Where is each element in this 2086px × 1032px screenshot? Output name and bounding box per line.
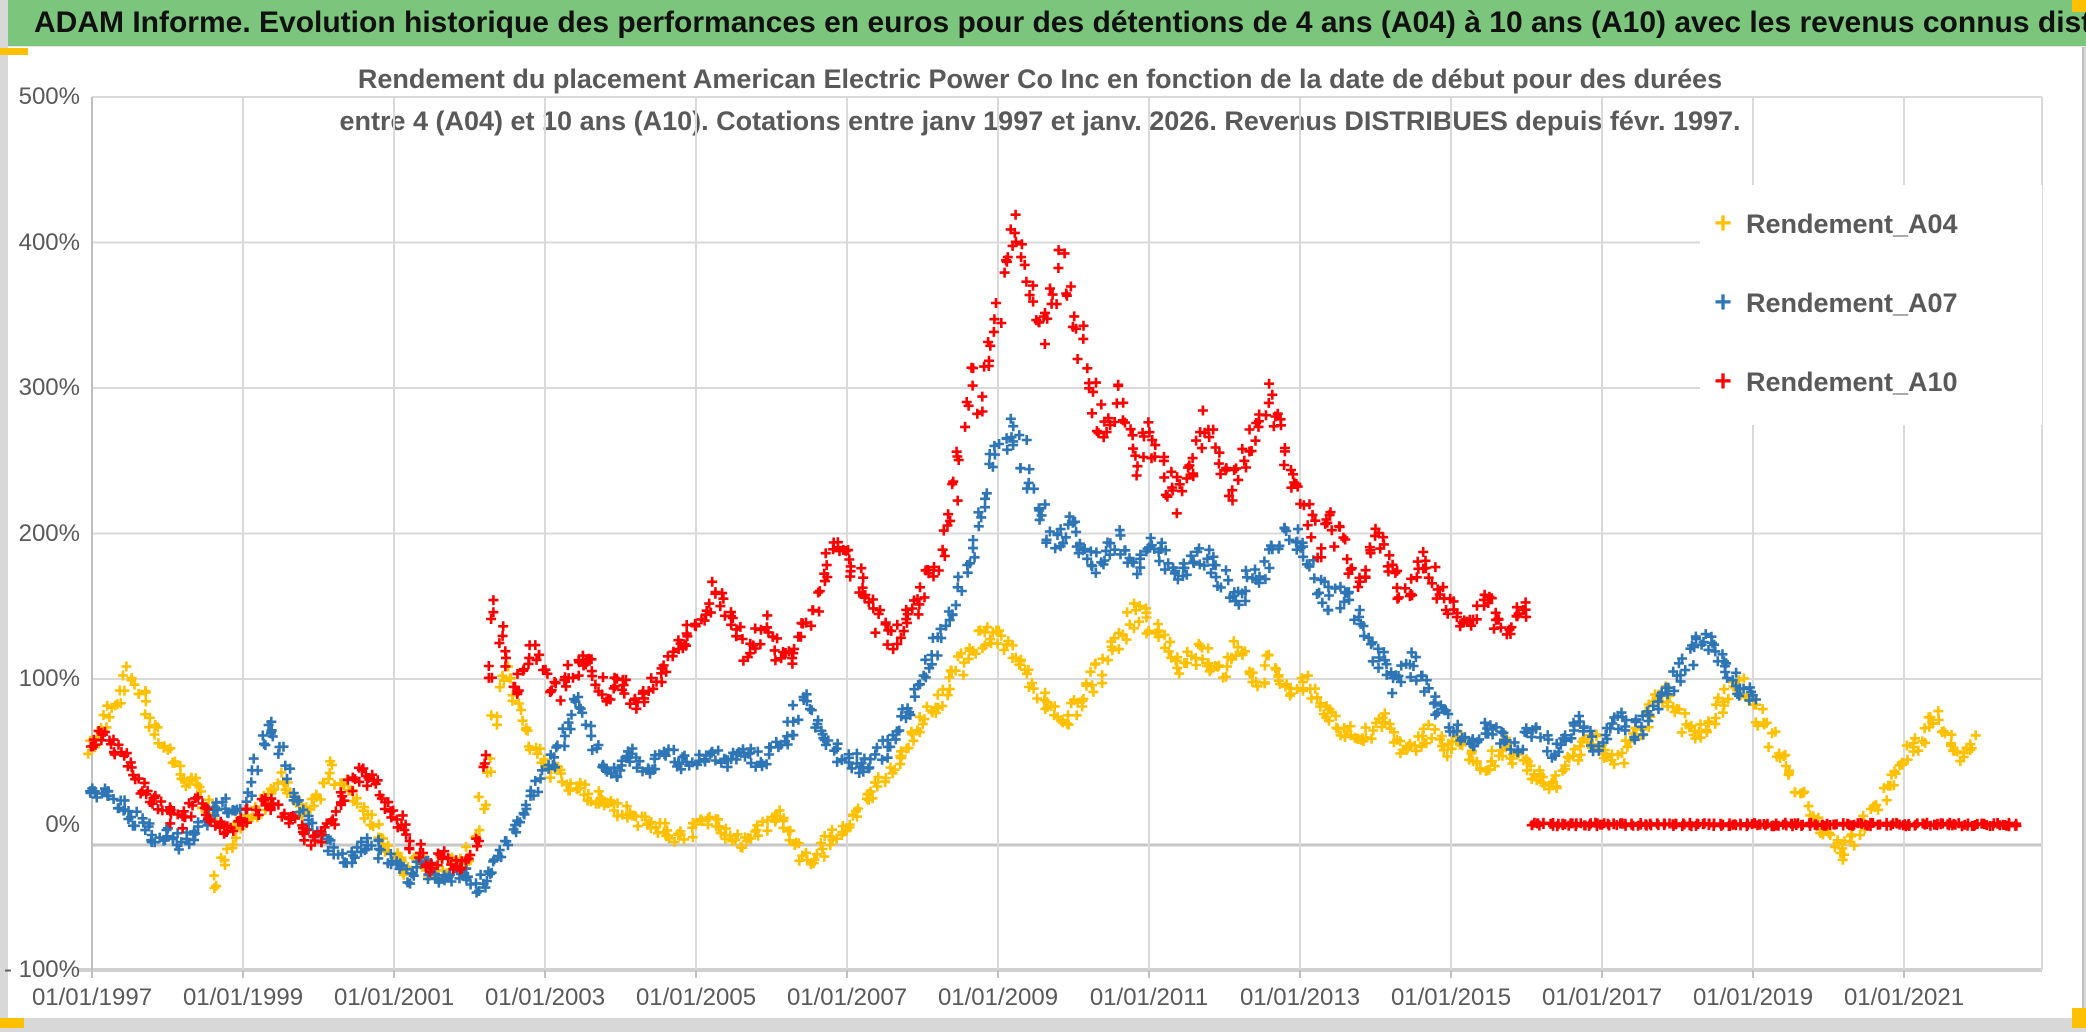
y-tick-label: 0% [45,810,80,838]
accent-top-right [2072,0,2086,12]
legend-item-a10[interactable]: + Rendement_A10 [1700,357,2042,407]
x-tick-label: 01/01/2017 [1541,984,1663,1011]
y-tick-label: 200% [18,519,80,547]
header-title: ADAM Informe. Evolution historique des p… [34,6,2086,39]
y-tick-label: 500% [18,83,80,110]
y-tick-label: 400% [18,228,80,256]
legend: + Rendement_A04 + Rendement_A07 + Rendem… [1700,185,2042,425]
legend-label-a07: Rendement_A07 [1746,287,1958,318]
y-tick-label: 100% [18,665,80,692]
x-tick-label: 01/01/2001 [333,984,455,1011]
legend-marker-a10-icon: + [1714,365,1732,398]
x-tick-label: 01/01/2019 [1692,984,1814,1011]
x-tick-label: 01/01/2011 [1089,984,1209,1011]
x-tick-label: 01/01/2005 [635,984,757,1011]
x-tick-label: 01/01/1999 [182,984,304,1011]
x-tick-label: 01/01/2021 [1843,984,1965,1011]
legend-marker-a04-icon: + [1714,207,1732,240]
accent-top-left [0,48,28,55]
x-tick-label: 01/01/2015 [1390,984,1512,1011]
x-tick-label: 01/01/2007 [786,984,908,1011]
series-Rendement_A07[interactable] [85,413,1761,898]
y-tick-label: 300% [18,374,80,401]
chart-title: Rendement du placement American Electric… [300,58,1780,142]
x-tick-label: 01/01/2009 [937,984,1059,1011]
legend-label-a04: Rendement_A04 [1746,208,1958,239]
chart-title-line2: entre 4 (A04) et 10 ans (A10). Cotations… [339,106,1741,136]
legend-item-a07[interactable]: + Rendement_A07 [1700,278,2042,328]
x-tick-label: 01/01/1997 [31,984,153,1011]
header-banner: ADAM Informe. Evolution historique des p… [8,0,2086,47]
x-tick-label: 01/01/2013 [1239,984,1361,1011]
y-tick-label: - 100% [3,956,80,983]
accent-bottom-left [0,1018,24,1028]
legend-item-a04[interactable]: + Rendement_A04 [1700,199,2042,249]
legend-marker-a07-icon: + [1714,286,1732,319]
legend-label-a10: Rendement_A10 [1746,366,1958,397]
accent-bottom-right [2072,1008,2086,1028]
x-tick-label: 01/01/2003 [484,984,606,1011]
series-Rendement_A10[interactable] [85,209,2022,877]
chart-title-line1: Rendement du placement American Electric… [357,64,1723,94]
